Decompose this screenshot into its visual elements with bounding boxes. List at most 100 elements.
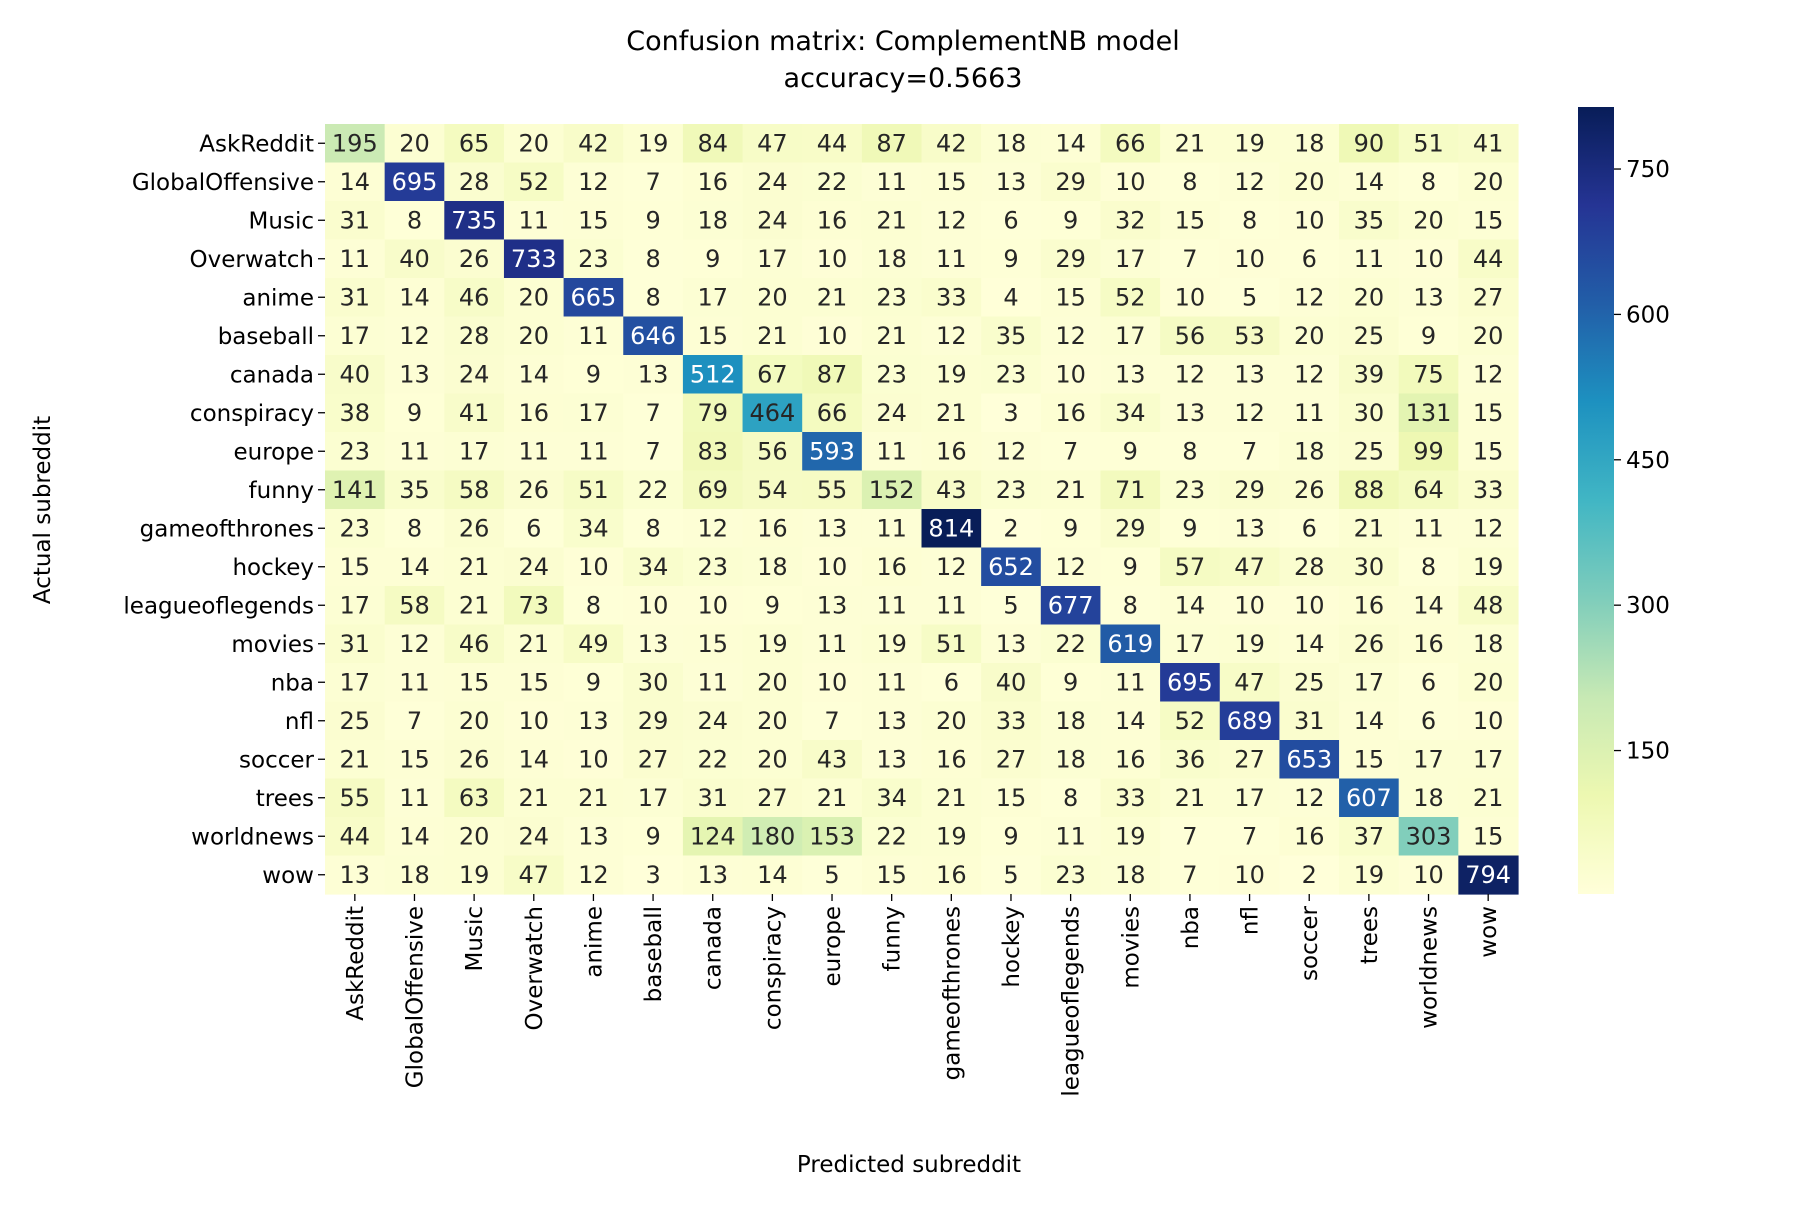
cell-value-label: 15 [1473, 822, 1504, 850]
colorbar-gradient [1578, 107, 1614, 894]
cell-value-label: 15 [697, 630, 728, 658]
heatmap-cell [444, 547, 505, 587]
cell-value-label: 15 [578, 206, 609, 234]
cell-value-label: 11 [518, 206, 549, 234]
heatmap-cell [444, 432, 505, 472]
heatmap-cell [1398, 239, 1459, 279]
cell-value-label: 29 [1055, 245, 1086, 273]
cell-value-label: 88 [1354, 476, 1385, 504]
x-tick-label: canada [701, 906, 727, 990]
cell-value-label: 11 [936, 591, 967, 619]
cell-value-label: 20 [459, 707, 490, 735]
cell-value-label: 2 [1003, 514, 1018, 542]
cell-value-label: 23 [340, 437, 371, 465]
heatmap-cell [742, 432, 803, 472]
heatmap-cell [1279, 201, 1340, 241]
cell-value-label: 9 [765, 591, 780, 619]
heatmap-cell [1160, 778, 1221, 818]
heatmap-cell [384, 124, 445, 164]
heatmap-cell [1040, 162, 1102, 202]
heatmap-cell [1040, 239, 1102, 279]
heatmap-cell [981, 586, 1042, 626]
cell-value-label: 7 [1182, 245, 1197, 273]
cell-value-label: 153 [809, 822, 855, 850]
x-tick-label: Overwatch [522, 906, 548, 1030]
heatmap-cell [861, 663, 923, 703]
cell-value-label: 39 [1354, 360, 1385, 388]
heatmap-cell [1040, 855, 1102, 895]
heatmap-cell [1398, 316, 1459, 356]
cell-value-label: 152 [869, 476, 915, 504]
cell-value-label: 21 [817, 784, 848, 812]
cell-value-label: 22 [1055, 630, 1086, 658]
heatmap-cell [742, 624, 803, 664]
heatmap-cell [921, 278, 982, 318]
heatmap-cell [1040, 509, 1102, 549]
cell-value-label: 20 [757, 283, 788, 311]
heatmap-cell [742, 393, 803, 433]
cell-value-label: 20 [459, 822, 490, 850]
heatmap-cell [682, 162, 744, 202]
heatmap-cell [802, 778, 863, 818]
heatmap-cell [802, 278, 863, 318]
cell-value-label: 19 [936, 822, 967, 850]
heatmap-cell [384, 316, 445, 356]
heatmap-cell [861, 316, 923, 356]
cell-value-label: 51 [1413, 129, 1444, 157]
cell-value-label: 7 [645, 399, 660, 427]
heatmap-cell [921, 547, 982, 587]
heatmap-cell [682, 547, 744, 587]
cell-value-label: 9 [1182, 514, 1197, 542]
cell-value-label: 16 [1294, 822, 1325, 850]
cell-value-label: 47 [757, 129, 788, 157]
cell-value-label: 23 [1175, 476, 1206, 504]
heatmap-cell [623, 316, 684, 356]
cell-value-label: 15 [459, 668, 490, 696]
cell-value-label: 58 [459, 476, 490, 504]
heatmap-cell [563, 509, 624, 549]
heatmap-cell [1160, 355, 1221, 395]
heatmap-cell [1040, 355, 1102, 395]
cell-value-label: 99 [1413, 437, 1444, 465]
heatmap-cell [1160, 586, 1221, 626]
cell-value-label: 71 [1115, 476, 1146, 504]
cell-value-label: 12 [399, 630, 430, 658]
cell-value-label: 30 [638, 668, 669, 696]
heatmap-cell [921, 201, 982, 241]
heatmap-cell [1339, 509, 1400, 549]
heatmap-cell [563, 663, 624, 703]
cell-value-label: 34 [578, 514, 609, 542]
cell-value-label: 15 [1055, 283, 1086, 311]
cell-value-label: 55 [340, 784, 371, 812]
heatmap-cell [981, 855, 1042, 895]
cell-value-label: 16 [936, 745, 967, 773]
cell-value-label: 677 [1048, 591, 1094, 619]
cell-value-label: 10 [638, 591, 669, 619]
cell-value-label: 6 [1421, 707, 1436, 735]
heatmap-cell [1279, 701, 1340, 741]
cell-value-label: 180 [749, 822, 795, 850]
cell-value-label: 27 [638, 745, 669, 773]
heatmap-cell [981, 509, 1042, 549]
heatmap-cell [503, 470, 565, 510]
cell-value-label: 15 [1473, 399, 1504, 427]
cell-value-label: 18 [399, 861, 430, 889]
heatmap-cell [503, 124, 565, 164]
cell-value-label: 11 [1115, 668, 1146, 696]
cell-value-label: 17 [340, 591, 371, 619]
cell-value-label: 11 [936, 245, 967, 273]
cell-value-label: 11 [876, 168, 907, 196]
heatmap-cell [1279, 278, 1340, 318]
cell-value-label: 13 [1413, 283, 1444, 311]
heatmap-cell [742, 547, 803, 587]
heatmap-cell [1040, 432, 1102, 472]
cell-value-label: 195 [332, 129, 378, 157]
cell-value-label: 33 [996, 707, 1027, 735]
cell-value-label: 17 [757, 245, 788, 273]
heatmap-cell [1458, 432, 1519, 472]
cell-value-label: 19 [876, 630, 907, 658]
cell-value-label: 14 [1055, 129, 1086, 157]
chart-title: Confusion matrix: ComplementNB model [626, 26, 1180, 57]
cell-value-label: 10 [1234, 245, 1265, 273]
heatmap-cell [1219, 740, 1280, 780]
